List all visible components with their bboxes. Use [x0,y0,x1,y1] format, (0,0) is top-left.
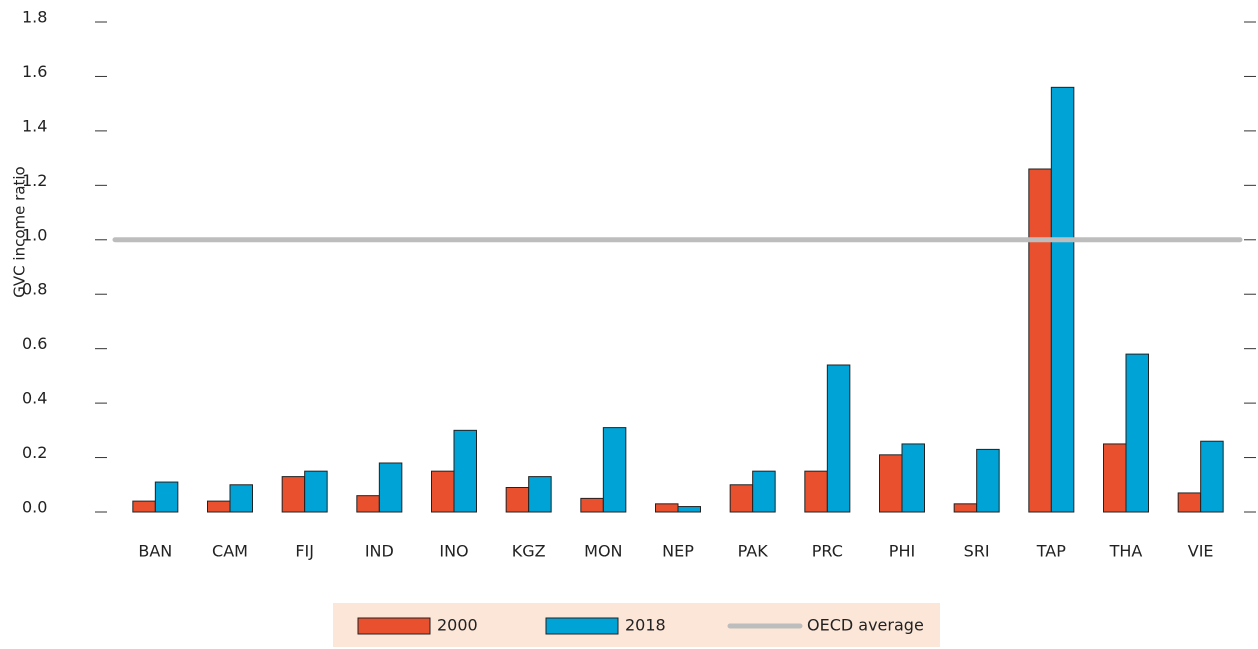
bar [453,429,477,513]
y-tick-label: 1.2 [22,171,47,190]
legend-label: 2018 [625,616,666,635]
bar [378,462,403,513]
legend-label: OECD average [807,616,924,635]
y-tick-label: 0.8 [22,280,47,299]
x-tick-label: PAK [738,542,769,561]
bar [304,470,328,513]
legend-swatch [545,617,619,635]
x-tick-label: PRC [812,542,843,561]
x-tick-label: FIJ [295,542,314,561]
bar [826,364,851,513]
bar [431,470,455,513]
bar [1177,492,1202,513]
legend-background [333,603,940,647]
bar [729,484,754,513]
bar [580,497,604,513]
bar [953,503,978,513]
x-tick-label: KGZ [512,542,546,561]
y-tick-label: 0.0 [22,498,47,517]
y-tick-label: 0.6 [22,334,47,353]
bar [528,476,552,513]
bar [505,487,530,513]
bar [154,481,179,513]
x-tick-label: SRI [964,542,990,561]
y-tick-label: 0.4 [22,389,47,408]
bar [1103,443,1127,513]
x-tick-label: CAM [212,542,248,561]
bar [132,500,156,513]
bar [602,427,627,513]
x-tick-label: MON [584,542,622,561]
x-tick-label: IND [365,542,394,561]
x-tick-label: INO [439,542,468,561]
y-tick-label: 0.2 [22,443,47,462]
legend-label: 2000 [437,616,478,635]
bar [655,503,679,513]
bar [1028,168,1052,513]
bar [207,500,231,513]
y-axis-label: GVC income ratio [11,166,29,297]
bar [229,484,253,513]
bar [879,454,903,513]
bar [356,495,380,513]
x-tick-label: THA [1109,542,1143,561]
bar [281,476,306,513]
x-tick-label: PHI [889,542,915,561]
y-tick-label: 1.0 [22,225,47,244]
bar [901,443,925,513]
bar [752,470,776,513]
y-tick-label: 1.6 [22,62,47,81]
bar [677,506,701,513]
x-tick-label: TAP [1036,542,1066,561]
bar [976,448,1000,513]
bar [1125,353,1149,513]
bar [804,470,828,513]
x-tick-label: BAN [138,542,172,561]
x-tick-label: VIE [1188,542,1214,561]
x-tick-label: NEP [662,542,694,561]
y-tick-label: 1.8 [22,8,47,27]
y-tick-label: 1.4 [22,116,47,135]
bar [1200,440,1224,513]
legend-swatch [357,617,431,635]
bar [1050,86,1075,513]
